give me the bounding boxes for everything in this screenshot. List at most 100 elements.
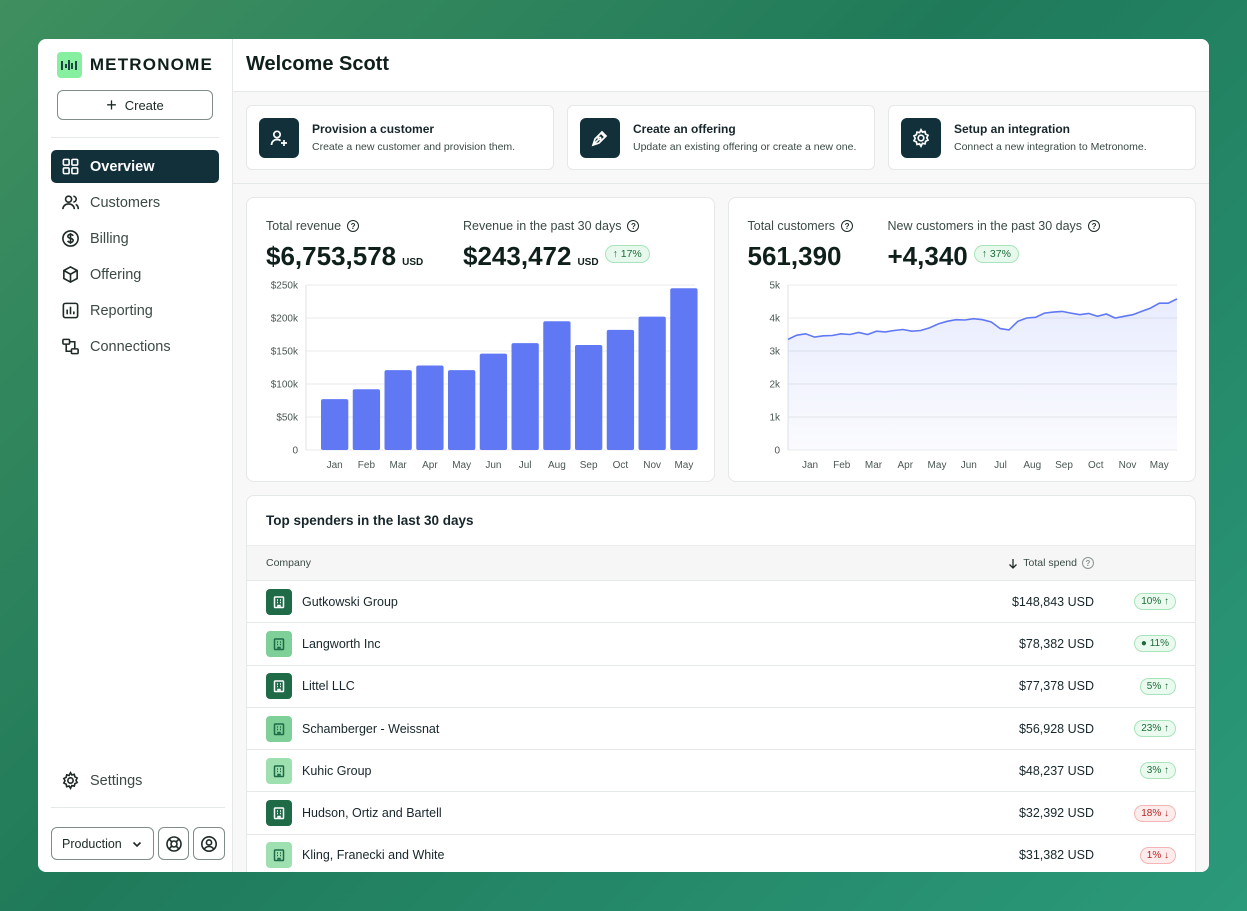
new-customers-metric: New customers in the past 30 days? +4,34… xyxy=(888,218,1101,272)
change-badge: ● 11% xyxy=(1133,635,1176,653)
recent-revenue-value: $243,472 xyxy=(463,241,572,271)
bar[interactable] xyxy=(638,316,666,450)
sidebar-footer: Production xyxy=(51,807,225,860)
spend-column-header[interactable]: Total spend ? xyxy=(964,557,1094,569)
change-badge: 23% ↑ xyxy=(1134,720,1176,738)
bar[interactable] xyxy=(606,329,635,450)
company-name[interactable]: Littel LLC xyxy=(302,679,355,694)
table-row[interactable]: Schamberger - Weissnat $56,928 USD 23% ↑ xyxy=(247,708,1195,751)
total-revenue-metric: Total revenue? $6,753,578 USD xyxy=(266,218,423,272)
create-button-label: Create xyxy=(124,97,164,113)
x-tick-label: May xyxy=(674,460,693,471)
revenue-card: Total revenue? $6,753,578 USD Revenue in … xyxy=(246,197,715,482)
bar[interactable] xyxy=(321,399,349,450)
lifebuoy-icon xyxy=(165,835,182,852)
sort-down-icon xyxy=(1009,558,1018,569)
bar[interactable] xyxy=(575,345,603,450)
table-row[interactable]: Hudson, Ortiz and Bartell $32,392 USD 18% … xyxy=(247,792,1195,835)
company-cell: Kling, Franecki and White xyxy=(266,842,964,869)
action-description: Connect a new integration to Metronome. xyxy=(954,141,1147,153)
customers-line[interactable] xyxy=(787,298,1177,341)
total-revenue-value: $6,753,578 xyxy=(266,241,397,271)
change-badge: 18% ↓ xyxy=(1134,804,1176,822)
sidebar-divider xyxy=(51,137,219,138)
account-button[interactable] xyxy=(193,827,225,860)
help-button[interactable] xyxy=(157,827,190,860)
grid-icon xyxy=(62,158,79,175)
help-icon[interactable]: ? xyxy=(1088,220,1101,232)
company-name[interactable]: Kuhic Group xyxy=(302,763,372,778)
y-tick-label: 1k xyxy=(769,413,781,424)
x-tick-label: Nov xyxy=(1118,460,1136,471)
app-window: METRONOME + Create Overview Customers Bi… xyxy=(38,39,1209,872)
y-tick-label: $250k xyxy=(271,281,299,292)
total-customers-label: Total customers xyxy=(747,219,836,233)
company-cell: Kuhic Group xyxy=(266,757,964,784)
x-tick-label: Apr xyxy=(422,460,438,471)
bar[interactable] xyxy=(384,370,412,450)
sidebar-item-connections[interactable]: Connections xyxy=(51,330,219,363)
table-row[interactable]: Langworth Inc $78,382 USD ● 11% xyxy=(247,623,1195,666)
revenue-change-badge: ↑ 17% xyxy=(604,244,650,263)
y-tick-label: $100k xyxy=(271,380,299,391)
company-column-header[interactable]: Company xyxy=(266,557,311,569)
sidebar-item-offering[interactable]: Offering xyxy=(51,258,219,291)
logo[interactable]: METRONOME xyxy=(51,51,219,79)
bar[interactable] xyxy=(416,365,444,450)
total-customers-value: 561,390 xyxy=(747,241,842,271)
x-tick-label: Nov xyxy=(643,460,661,471)
create-offering-card[interactable]: Create an offering Update an existing of… xyxy=(567,105,875,170)
help-icon[interactable]: ? xyxy=(841,220,854,232)
company-name[interactable]: Schamberger - Weissnat xyxy=(302,721,440,736)
page-header: Welcome Scott xyxy=(233,39,1209,92)
y-tick-label: 3k xyxy=(769,347,781,358)
company-name[interactable]: Gutkowski Group xyxy=(302,594,398,609)
x-tick-label: Mar xyxy=(390,460,408,471)
sidebar-item-customers[interactable]: Customers xyxy=(51,186,219,219)
spend-cell: $31,382 USD xyxy=(1018,848,1094,863)
change-badge: 5% ↑ xyxy=(1139,677,1176,695)
create-button[interactable]: + Create xyxy=(57,90,213,120)
company-cell: Schamberger - Weissnat xyxy=(266,715,964,742)
table-row[interactable]: Kuhic Group $48,237 USD 3% ↑ xyxy=(247,750,1195,793)
x-tick-label: May xyxy=(452,460,471,471)
x-tick-label: Sep xyxy=(1055,460,1073,471)
sidebar-item-settings[interactable]: Settings xyxy=(51,764,219,797)
table-row[interactable]: Gutkowski Group $148,843 USD 10% ↑ xyxy=(247,581,1195,624)
x-tick-label: Oct xyxy=(613,460,629,471)
bar[interactable] xyxy=(448,370,476,450)
bar[interactable] xyxy=(511,343,539,450)
table-row[interactable]: Kling, Franecki and White $31,382 USD 1% ↓ xyxy=(247,835,1195,872)
sidebar-item-reporting[interactable]: Reporting xyxy=(51,294,219,327)
customers-card: Total customers? 561,390 New customers i… xyxy=(727,197,1196,482)
table-row[interactable]: Littel LLC $77,378 USD 5% ↑ xyxy=(247,666,1195,708)
provision-customer-card[interactable]: Provision a customer Create a new custom… xyxy=(246,105,554,170)
bar[interactable] xyxy=(352,389,381,450)
plus-icon: + xyxy=(106,95,117,115)
bar[interactable] xyxy=(479,353,508,450)
help-icon[interactable]: ? xyxy=(347,220,360,232)
sidebar-item-overview[interactable]: Overview xyxy=(51,150,219,183)
spend-column-label: Total spend xyxy=(1023,557,1077,569)
recent-revenue-label: Revenue in the past 30 days xyxy=(463,219,622,233)
action-title: Create an offering xyxy=(633,122,736,136)
company-name[interactable]: Kling, Franecki and White xyxy=(302,848,445,863)
bar[interactable] xyxy=(543,321,571,450)
spend-cell: $148,843 USD xyxy=(1011,594,1094,609)
help-icon[interactable]: ? xyxy=(627,220,640,232)
environment-select[interactable]: Production xyxy=(51,827,154,860)
sidebar-item-billing[interactable]: Billing xyxy=(51,222,219,255)
setup-integration-card[interactable]: Setup an integration Connect a new integ… xyxy=(888,105,1196,170)
building-icon xyxy=(266,715,292,742)
change-badge: 3% ↑ xyxy=(1139,762,1176,780)
bar[interactable] xyxy=(670,288,698,450)
section-divider xyxy=(233,183,1209,184)
connections-icon xyxy=(62,338,79,355)
total-customers-metric: Total customers? 561,390 xyxy=(748,218,854,272)
currency-unit: USD xyxy=(577,257,599,268)
company-cell: Hudson, Ortiz and Bartell xyxy=(266,800,964,827)
quick-actions: Provision a customer Create a new custom… xyxy=(233,92,1209,170)
company-name[interactable]: Hudson, Ortiz and Bartell xyxy=(302,806,442,821)
help-icon[interactable]: ? xyxy=(1082,557,1094,569)
company-name[interactable]: Langworth Inc xyxy=(302,636,381,651)
